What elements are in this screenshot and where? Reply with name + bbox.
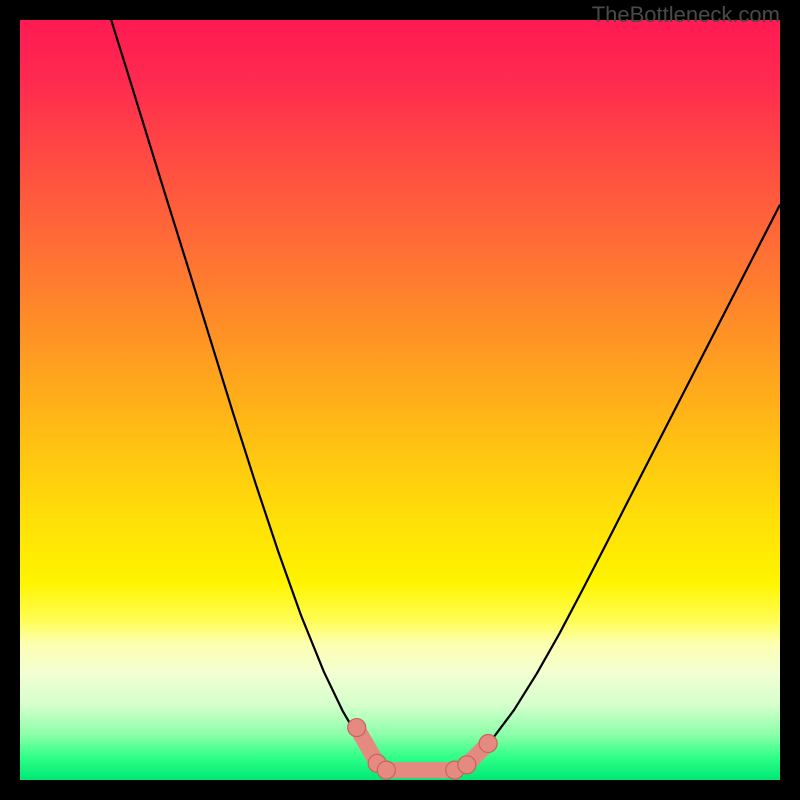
marker-cap-2-0	[458, 756, 476, 774]
chart-stage: TheBottleneck.com	[0, 0, 800, 800]
marker-cap-1-0	[377, 761, 395, 779]
curve-layer	[20, 20, 780, 780]
marker-cap-0-0	[348, 719, 366, 737]
bottom-markers	[348, 719, 497, 780]
marker-cap-2-1	[479, 735, 497, 753]
watermark-text: TheBottleneck.com	[592, 2, 780, 28]
plot-area	[20, 20, 780, 780]
v-curve	[111, 20, 780, 774]
